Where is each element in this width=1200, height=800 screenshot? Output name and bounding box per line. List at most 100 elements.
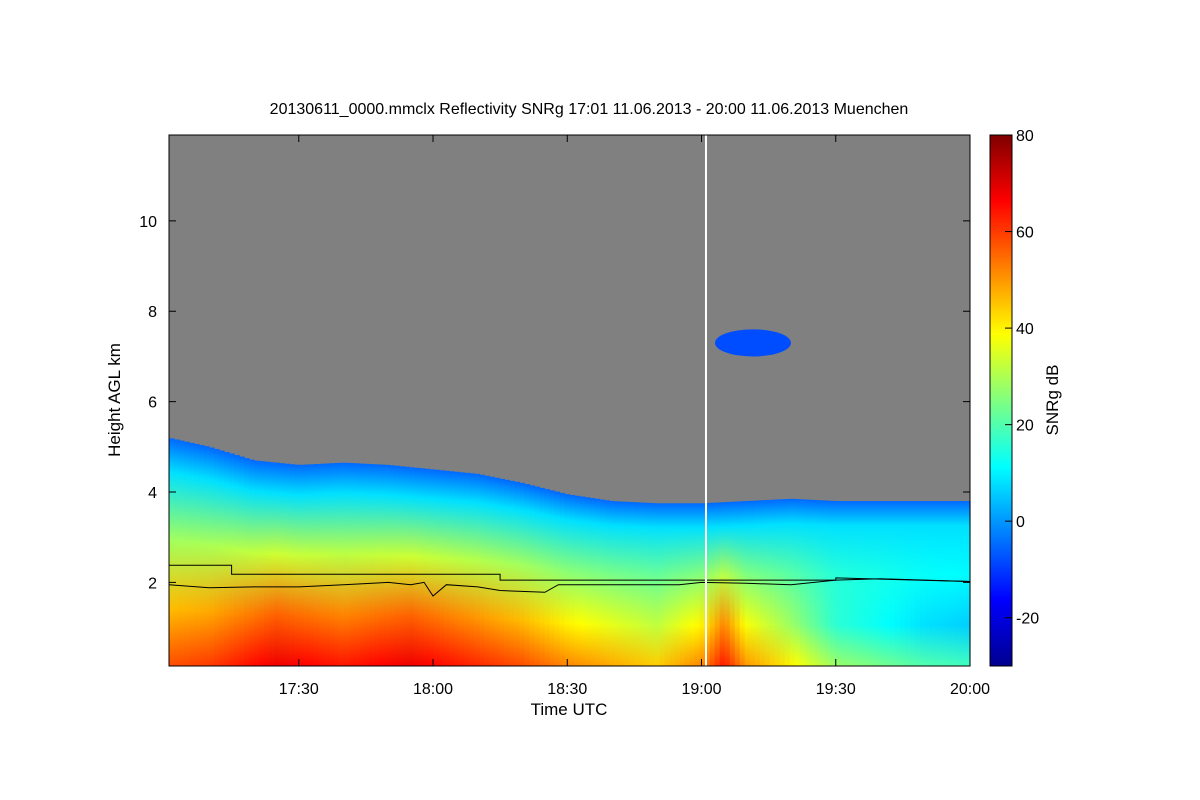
signal-column <box>359 463 365 666</box>
signal-column <box>369 464 375 666</box>
signal-column <box>554 491 561 666</box>
signal-column <box>874 501 881 666</box>
signal-column <box>299 464 305 666</box>
x-tick-label: 19:00 <box>681 681 721 698</box>
signal-column <box>449 471 455 666</box>
signal-column <box>629 502 636 666</box>
signal-column <box>769 499 776 666</box>
signal-column <box>474 473 480 666</box>
signal-column <box>434 469 440 666</box>
signal-column <box>849 501 856 666</box>
signal-column <box>594 498 601 666</box>
signal-column <box>724 502 731 666</box>
signal-column <box>179 440 185 666</box>
signal-column <box>169 438 175 666</box>
signal-column <box>464 472 470 666</box>
signal-column <box>509 480 516 666</box>
signal-column <box>864 501 871 666</box>
signal-column <box>254 460 260 666</box>
signal-column <box>774 499 781 666</box>
signal-column <box>539 487 546 666</box>
signal-column <box>884 501 891 666</box>
signal-column <box>714 502 721 666</box>
signal-column <box>609 501 616 666</box>
signal-column <box>734 501 741 666</box>
signal-column <box>379 464 385 666</box>
signal-column <box>894 501 901 666</box>
signal-column <box>194 443 200 666</box>
signal-column <box>244 458 250 666</box>
signal-column <box>899 501 906 666</box>
signal-column <box>264 461 270 666</box>
colorbar-tick-label: 60 <box>1016 225 1034 242</box>
signal-column <box>279 463 285 666</box>
signal-column <box>694 503 701 666</box>
signal-column <box>354 463 360 666</box>
signal-column <box>614 501 621 666</box>
plot-area <box>168 134 971 667</box>
boundary-layer-lower-line <box>168 578 971 597</box>
signal-column <box>589 498 596 666</box>
upper-cloud <box>714 329 792 357</box>
plot-frame <box>168 134 971 667</box>
signal-column <box>394 465 400 666</box>
signal-column <box>519 482 526 666</box>
signal-column <box>219 450 225 666</box>
signal-column <box>904 501 911 666</box>
signal-column <box>294 464 300 666</box>
signal-column <box>374 464 380 666</box>
signal-column <box>529 485 536 666</box>
signal-column <box>304 464 310 666</box>
signal-column <box>924 501 931 666</box>
colorbar-tick-label: -20 <box>1016 611 1039 628</box>
signal-column <box>584 497 591 666</box>
signal-column <box>909 501 916 666</box>
signal-column <box>709 502 716 666</box>
signal-column <box>494 477 501 666</box>
x-tick-label: 19:30 <box>816 681 856 698</box>
colorbar-tick-label: 40 <box>1016 321 1034 338</box>
signal-column <box>399 466 405 666</box>
colorbar-gradient <box>989 134 1013 667</box>
signal-column <box>269 462 275 666</box>
signal-column <box>964 501 971 666</box>
signal-column <box>784 498 791 666</box>
signal-column <box>184 441 190 666</box>
signal-column <box>479 474 485 666</box>
signal-column <box>459 472 465 666</box>
signal-column <box>189 442 195 666</box>
signal-column <box>334 462 340 666</box>
signal-column <box>424 468 430 666</box>
signal-column <box>944 501 951 666</box>
signal-column <box>759 500 766 666</box>
signal-column <box>814 500 821 666</box>
signal-column <box>729 501 736 666</box>
signal-column <box>349 463 355 666</box>
signal-column <box>869 501 876 666</box>
signal-column <box>414 467 420 666</box>
y-tick-label: 10 <box>139 214 157 231</box>
signal-column <box>934 501 941 666</box>
signal-column <box>364 463 370 666</box>
signal-column <box>309 464 315 666</box>
signal-column <box>324 463 330 666</box>
signal-column <box>699 503 706 666</box>
signal-column <box>229 453 235 666</box>
boundary-layer-upper-line <box>169 564 971 582</box>
signal-column <box>929 501 936 666</box>
signal-column <box>834 501 841 666</box>
signal-column <box>284 463 290 666</box>
signal-column <box>859 501 866 666</box>
signal-column <box>234 455 240 666</box>
chart-title: 20130611_0000.mmclx Reflectivity SNRg 17… <box>270 101 909 118</box>
y-tick-label: 4 <box>148 485 157 502</box>
colorbar-tick-label: 20 <box>1016 418 1034 435</box>
signal-column <box>819 500 826 666</box>
signal-column <box>889 501 896 666</box>
signal-column <box>574 495 581 666</box>
signal-column <box>419 468 425 666</box>
signal-column <box>799 499 806 666</box>
y-axis-label: Height AGL km <box>105 343 124 457</box>
signal-column <box>544 489 551 666</box>
